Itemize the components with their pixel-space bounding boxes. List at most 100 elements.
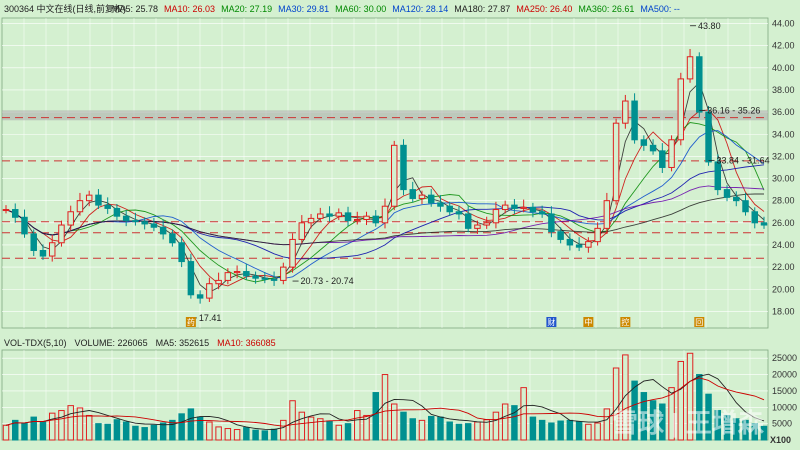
price-tick-label: 28.00: [772, 196, 795, 206]
price-marks: 17.41 20.73 - 20.74 43.80 36.16 - 35.26 33.8…: [2, 21, 770, 327]
volume-bar: [289, 400, 296, 441]
candle-body: [104, 204, 111, 209]
volume-bar: [372, 392, 379, 441]
volume-bar: [751, 423, 758, 441]
candle-body: [178, 242, 185, 263]
volume-bar: [132, 425, 139, 441]
volume-bar: [243, 427, 250, 441]
event-marker: 中: [584, 317, 592, 327]
volume-bar: [335, 424, 343, 441]
candle-body: [548, 213, 555, 233]
candle-body: [391, 144, 398, 207]
volume-bar: [58, 410, 65, 441]
candle-body: [603, 200, 611, 229]
volume-bar: [159, 422, 167, 441]
candle-body: [492, 209, 500, 224]
candle-body: [307, 217, 315, 224]
volume-unit-label: X100: [770, 435, 791, 445]
ma-legend-item: MA10: 26.03: [164, 4, 215, 14]
volume-bar: [48, 412, 56, 441]
candle-body: [39, 250, 47, 257]
volume-bar: [76, 407, 84, 441]
volume-tick-label: 20000: [772, 370, 797, 380]
volume-bar: [326, 420, 333, 441]
candle-body: [649, 144, 657, 152]
price-tick-label: 30.00: [772, 174, 795, 184]
price-tick-label: 18.00: [772, 306, 795, 316]
price-tick-label: 32.00: [772, 151, 795, 161]
price-tick-label: 24.00: [772, 240, 795, 250]
ma-legend-item: MA250: 26.40: [516, 4, 572, 14]
candle-body: [668, 139, 675, 168]
candle-body: [566, 238, 574, 246]
volume-bar: [437, 416, 444, 441]
volume-legend-item: MA10: 366085: [217, 338, 276, 348]
candle-body: [483, 222, 490, 226]
candle-body: [326, 213, 333, 217]
event-marker-box: [583, 317, 594, 327]
volume-bar: [575, 421, 583, 441]
candle-body: [113, 207, 121, 217]
candle-body: [474, 224, 481, 229]
volume-bar: [169, 419, 176, 441]
volume-bar: [381, 374, 389, 441]
candle-body: [446, 205, 453, 213]
event-marker: 药: [187, 317, 195, 327]
candle-body: [141, 221, 148, 225]
candle-body: [270, 278, 278, 281]
volume-bar: [104, 423, 111, 441]
volume-bar: [723, 414, 731, 441]
volume-header: VOL-TDX(5,10) VOLUME: 226065 MA5: 352615 MA…: [4, 338, 276, 348]
candle-body: [418, 194, 426, 199]
candle-body: [409, 189, 416, 199]
candle-body: [594, 227, 601, 243]
candle-body: [12, 209, 19, 218]
candle-body: [733, 196, 740, 202]
candle-body: [585, 241, 592, 248]
volume-bar: [742, 419, 749, 441]
candle-body: [742, 200, 749, 213]
watermark-logo: 雪球 | 王增森: [612, 408, 765, 438]
price-annotation: 33.84 - 31.64: [717, 155, 770, 165]
volume-bar: [122, 421, 130, 441]
volume-bar: [464, 423, 472, 441]
ma-legend: MA5: 25.78 MA10: 26.03 MA20: 27.19 MA30: 29…: [112, 4, 680, 14]
ma-legend-item: MA180: 27.87: [454, 4, 510, 14]
volume-bar: [298, 411, 306, 441]
volume-legend: VOL-TDX(5,10) VOLUME: 226065 MA5: 352615 MA…: [4, 338, 276, 348]
price-tick-label: 34.00: [772, 129, 795, 139]
volume-bar: [2, 424, 10, 441]
event-marker: 财: [547, 317, 555, 327]
volume-bar: [622, 354, 629, 441]
volume-bar: [409, 418, 416, 441]
price-annotation: 20.73 - 20.74: [301, 276, 354, 286]
candle-body: [760, 222, 768, 226]
ma-legend-item: MA20: 27.19: [221, 4, 272, 14]
candle-body: [21, 216, 28, 235]
candle-body: [289, 238, 296, 268]
price-tick-label: 36.00: [772, 107, 795, 117]
candle-body: [659, 150, 666, 168]
candle-body: [538, 211, 546, 215]
candle-body: [511, 204, 518, 209]
volume-bar: [455, 423, 463, 441]
volume-bar: [196, 416, 204, 441]
volume-bar: [85, 414, 93, 441]
candle-body: [400, 144, 407, 191]
candle-body: [2, 209, 10, 212]
candle-body: [686, 56, 694, 80]
candle-body: [381, 205, 389, 224]
volume-marks: [2, 352, 768, 441]
candle-body: [557, 231, 564, 240]
candle-body: [58, 224, 65, 244]
candle-body: [354, 219, 361, 222]
price-annotation: 36.16 - 35.26: [707, 105, 760, 115]
candle-body: [437, 202, 444, 207]
price-tick-label: 22.00: [772, 262, 795, 272]
candle-body: [30, 233, 37, 251]
volume-bar: [363, 414, 370, 441]
candle-body: [159, 226, 167, 235]
volume-bar: [557, 420, 564, 441]
volume-bar: [150, 424, 158, 441]
